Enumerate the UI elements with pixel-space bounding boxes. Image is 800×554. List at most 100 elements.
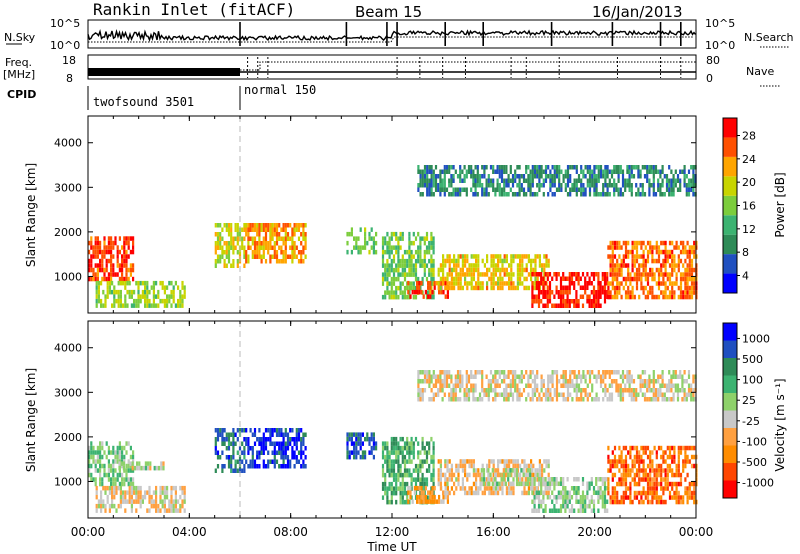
- echo-cell: [603, 276, 607, 281]
- echo-cell: [664, 486, 667, 491]
- echo-cell: [662, 272, 665, 277]
- echo-cell: [437, 477, 440, 482]
- echo-cell: [686, 240, 689, 246]
- echo-cell: [155, 294, 158, 299]
- echo-cell: [633, 463, 636, 469]
- echo-cell: [425, 450, 429, 455]
- echo-cell: [541, 468, 544, 473]
- echo-cell: [412, 281, 415, 286]
- echo-cell: [624, 477, 628, 482]
- echo-cell: [686, 290, 689, 295]
- echo-cell: [638, 490, 641, 496]
- echo-cell: [509, 383, 512, 388]
- echo-cell: [455, 267, 458, 273]
- echo-cell: [597, 272, 600, 277]
- echo-cell: [477, 486, 480, 491]
- echo-cell: [114, 236, 117, 241]
- echo-cell: [581, 495, 585, 500]
- echo-cell: [454, 383, 457, 388]
- echo-cell: [386, 272, 389, 277]
- echo-cell: [474, 174, 477, 179]
- echo-cell: [147, 461, 150, 466]
- echo-cell: [498, 392, 501, 397]
- echo-cell: [644, 272, 647, 277]
- echo-cell: [390, 245, 393, 250]
- echo-cell: [104, 490, 107, 495]
- echo-cell: [302, 441, 305, 446]
- echo-cell: [482, 468, 486, 473]
- echo-cell: [119, 280, 122, 286]
- echo-cell: [137, 490, 140, 495]
- echo-cell: [406, 263, 409, 268]
- echo-cell: [690, 276, 694, 282]
- echo-cell: [649, 486, 652, 491]
- echo-cell: [651, 459, 654, 464]
- colorbar-segment: [723, 375, 737, 393]
- echo-cell: [216, 223, 220, 228]
- echo-cell: [101, 276, 104, 282]
- echo-cell: [434, 174, 438, 179]
- echo-cell: [666, 445, 669, 451]
- echo-cell: [652, 165, 655, 170]
- echo-cell: [470, 486, 473, 491]
- echo-cell: [388, 236, 391, 241]
- echo-cell: [94, 481, 97, 487]
- echo-cell: [168, 298, 171, 304]
- echo-cell: [381, 495, 385, 500]
- echo-cell: [225, 223, 228, 228]
- echo-cell: [657, 294, 661, 300]
- echo-cell: [113, 294, 116, 299]
- echo-cell: [571, 187, 574, 192]
- echo-cell: [679, 450, 683, 455]
- echo-cell: [414, 249, 418, 255]
- echo-cell: [118, 263, 121, 268]
- echo-cell: [688, 263, 691, 268]
- echo-cell: [494, 370, 497, 375]
- echo-cell: [355, 240, 358, 246]
- echo-cell: [445, 169, 449, 174]
- echo-cell: [414, 276, 418, 282]
- echo-cell: [421, 192, 424, 197]
- echo-cell: [692, 374, 695, 379]
- echo-cell: [606, 174, 609, 179]
- echo-cell: [499, 486, 502, 491]
- echo-cell: [243, 245, 246, 250]
- echo-cell: [650, 388, 653, 393]
- echo-cell: [155, 508, 158, 513]
- echo-cell: [686, 459, 689, 464]
- echo-cell: [96, 267, 99, 273]
- echo-cell: [114, 450, 117, 455]
- echo-cell: [260, 241, 263, 246]
- echo-cell: [513, 468, 516, 473]
- echo-cell: [549, 183, 552, 188]
- echo-cell: [542, 383, 545, 388]
- echo-cell: [604, 370, 607, 375]
- echo-cell: [684, 285, 687, 291]
- echo-cell: [631, 240, 634, 246]
- echo-cell: [657, 267, 661, 273]
- echo-cell: [390, 294, 393, 300]
- echo-cell: [519, 267, 522, 273]
- echo-cell: [406, 285, 409, 291]
- echo-cell: [461, 481, 464, 487]
- echo-cell: [642, 254, 645, 259]
- echo-cell: [682, 463, 685, 469]
- echo-cell: [607, 285, 610, 291]
- echo-cell: [626, 388, 629, 393]
- echo-cell: [419, 245, 422, 250]
- echo-cell: [286, 254, 290, 259]
- echo-cell: [262, 236, 265, 241]
- echo-cell: [403, 486, 407, 491]
- echo-cell: [96, 454, 99, 460]
- echo-cell: [606, 508, 609, 513]
- echo-cell: [381, 245, 385, 250]
- echo-cell: [611, 263, 614, 268]
- echo-cell: [94, 477, 97, 482]
- echo-cell: [103, 450, 106, 455]
- echo-cell: [652, 169, 655, 174]
- echo-cell: [399, 231, 402, 237]
- echo-cell: [258, 241, 261, 246]
- echo-cell: [119, 485, 122, 491]
- echo-cell: [508, 481, 511, 487]
